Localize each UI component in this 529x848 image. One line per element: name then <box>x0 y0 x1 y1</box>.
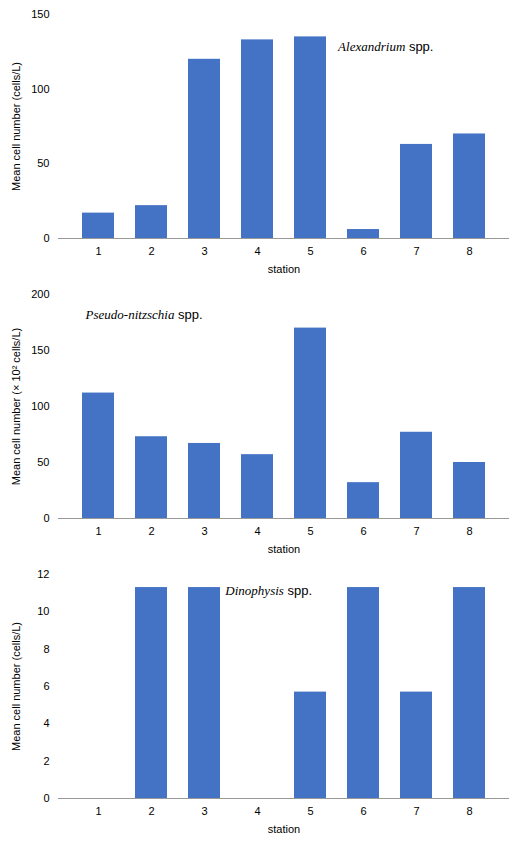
svg-text:7: 7 <box>413 805 419 817</box>
svg-text:0: 0 <box>43 232 49 244</box>
svg-text:Mean cell number (cells/L): Mean cell number (cells/L) <box>10 62 22 191</box>
svg-text:Alexandrium spp.: Alexandrium spp. <box>337 39 433 54</box>
svg-text:5: 5 <box>307 245 313 257</box>
svg-text:3: 3 <box>201 525 207 537</box>
svg-text:50: 50 <box>37 456 49 468</box>
svg-text:Pseudo-nitzschia spp.: Pseudo-nitzschia spp. <box>85 307 203 322</box>
svg-text:12: 12 <box>37 568 49 580</box>
svg-text:8: 8 <box>43 643 49 655</box>
svg-text:1: 1 <box>95 245 101 257</box>
svg-text:4: 4 <box>254 245 260 257</box>
svg-text:3: 3 <box>201 245 207 257</box>
svg-text:2: 2 <box>148 525 154 537</box>
svg-text:2: 2 <box>148 245 154 257</box>
svg-text:200: 200 <box>31 288 49 300</box>
svg-text:4: 4 <box>43 717 49 729</box>
svg-text:4: 4 <box>254 525 260 537</box>
svg-text:0: 0 <box>43 512 49 524</box>
svg-text:100: 100 <box>31 83 49 95</box>
svg-text:5: 5 <box>307 525 313 537</box>
svg-text:Mean cell number (× 10² cells/: Mean cell number (× 10² cells/L) <box>10 328 22 485</box>
svg-text:6: 6 <box>360 245 366 257</box>
svg-text:7: 7 <box>413 245 419 257</box>
svg-text:50: 50 <box>37 157 49 169</box>
svg-text:station: station <box>268 263 300 275</box>
svg-text:1: 1 <box>95 525 101 537</box>
svg-text:4: 4 <box>254 805 260 817</box>
svg-text:8: 8 <box>466 245 472 257</box>
svg-text:station: station <box>268 543 300 555</box>
svg-text:2: 2 <box>43 755 49 767</box>
svg-text:Dinophysis spp.: Dinophysis spp. <box>224 583 312 598</box>
svg-text:station: station <box>268 823 300 835</box>
svg-text:150: 150 <box>31 344 49 356</box>
svg-text:150: 150 <box>31 8 49 20</box>
svg-text:1: 1 <box>95 805 101 817</box>
svg-text:8: 8 <box>466 805 472 817</box>
svg-text:0: 0 <box>43 792 49 804</box>
svg-text:3: 3 <box>201 805 207 817</box>
svg-text:6: 6 <box>360 525 366 537</box>
svg-text:6: 6 <box>43 680 49 692</box>
svg-text:7: 7 <box>413 525 419 537</box>
svg-text:100: 100 <box>31 400 49 412</box>
svg-text:2: 2 <box>148 805 154 817</box>
svg-text:8: 8 <box>466 525 472 537</box>
svg-text:Mean cell number (cells/L): Mean cell number (cells/L) <box>10 622 22 751</box>
svg-text:6: 6 <box>360 805 366 817</box>
svg-text:5: 5 <box>307 805 313 817</box>
svg-text:10: 10 <box>37 605 49 617</box>
